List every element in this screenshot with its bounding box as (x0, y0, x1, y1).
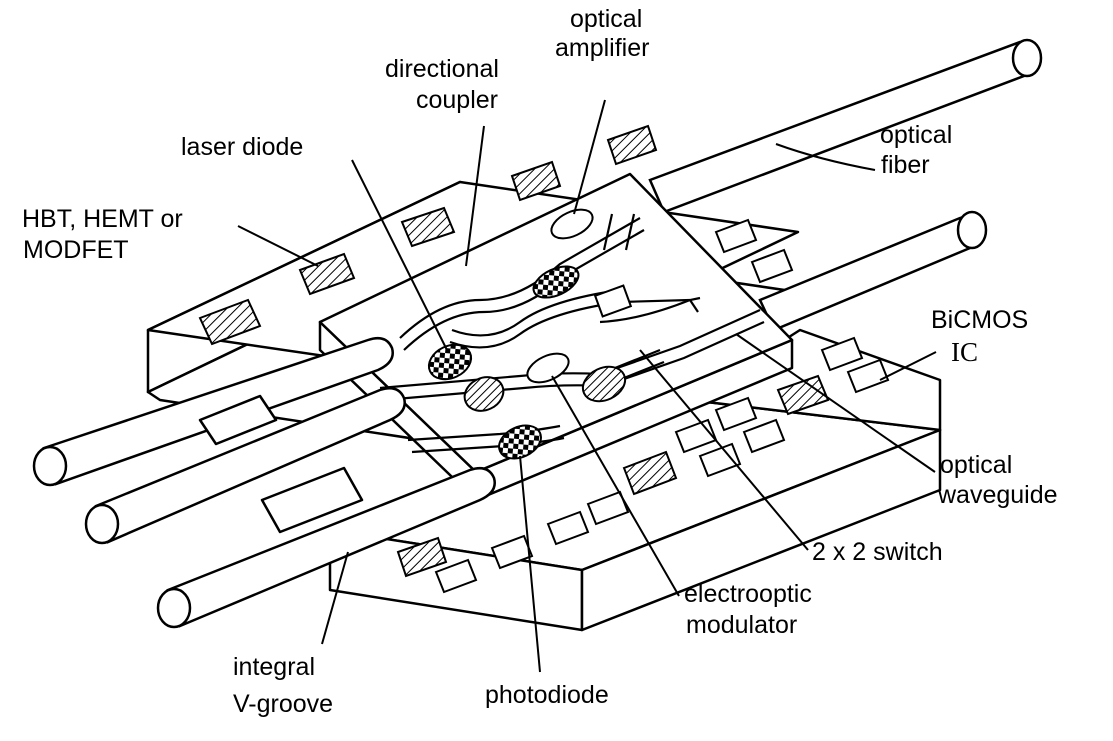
label-transistor-line1: HBT, HEMT or (22, 205, 183, 233)
optical-amplifier-device (550, 208, 594, 240)
label-optical-fiber-line1: optical (880, 121, 952, 149)
label-bicmos-line2: IC (951, 337, 978, 367)
label-integral-v-groove-line2: V-groove (233, 690, 333, 718)
labels: optical amplifier directional coupler la… (22, 5, 1058, 718)
coupler-checkered-element (532, 265, 580, 299)
fiber-front-2 (84, 387, 406, 545)
fiber-front-3 (156, 467, 496, 629)
label-electrooptic-modulator-line1: electrooptic (684, 580, 812, 608)
label-optical-amplifier-line2: amplifier (555, 34, 649, 62)
fiber-upper-back (648, 38, 1043, 214)
label-2x2-switch: 2 x 2 switch (812, 538, 943, 566)
label-integral-v-groove-line1: integral (233, 653, 315, 681)
laser-diode-device (427, 343, 473, 381)
v-groove-inserts (198, 394, 364, 534)
label-directional-coupler-line1: directional (385, 55, 499, 83)
small-square-pad (593, 284, 633, 318)
label-optical-waveguide-line2: waveguide (937, 481, 1058, 509)
upper-block-pads (198, 124, 794, 346)
fiber-upper-front (758, 210, 988, 332)
fiber-front-1 (32, 337, 394, 487)
stripe-element-right (581, 365, 627, 403)
photodiode-device (498, 424, 542, 460)
label-optical-amplifier-line1: optical (570, 5, 642, 33)
label-optical-fiber-line2: fiber (881, 151, 930, 179)
label-optical-waveguide-line1: optical (940, 451, 1012, 479)
label-directional-coupler-line2: coupler (416, 86, 498, 114)
label-photodiode: photodiode (485, 681, 609, 709)
leader-lines (237, 99, 937, 673)
label-transistor-line2: MODFET (23, 236, 129, 264)
label-bicmos-line1: BiCMOS (931, 306, 1028, 334)
label-laser-diode: laser diode (181, 133, 303, 161)
label-electrooptic-modulator-line2: modulator (686, 611, 797, 639)
stripe-element-left (463, 376, 505, 412)
lower-block-pads (396, 336, 890, 594)
